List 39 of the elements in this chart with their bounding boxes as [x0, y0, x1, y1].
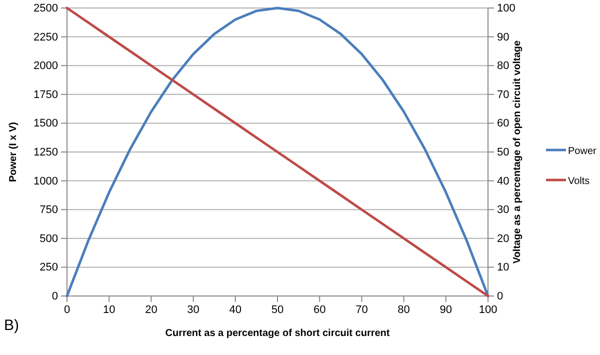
- y2-tick-label: 40: [497, 175, 510, 188]
- y2-tick-label: 0: [497, 290, 504, 303]
- x-tick-label: 0: [64, 304, 70, 316]
- y-tick-label: 2500: [34, 2, 58, 15]
- y-tick-label: 1000: [34, 175, 58, 188]
- x-tick-label: 10: [102, 304, 116, 316]
- x-tick-label: 100: [478, 304, 498, 316]
- y-tick-label: 750: [40, 204, 58, 216]
- x-tick-label: 50: [271, 304, 284, 316]
- y2-axis-title: Voltage as a percentage of open circuit voltage: [512, 40, 523, 264]
- y-tick-label: 2000: [34, 60, 58, 72]
- y-tick-label: 1250: [34, 146, 58, 159]
- y-axis-title: Power (I x V): [8, 122, 19, 182]
- y-tick-label: 1750: [34, 88, 58, 101]
- y-tick-label: 1500: [34, 118, 58, 130]
- y-tick-label: 250: [40, 262, 58, 274]
- x-tick-label: 20: [145, 304, 158, 316]
- y2-tick-label: 80: [497, 60, 510, 72]
- x-tick-label: 30: [187, 304, 200, 316]
- legend-label: Volts: [568, 176, 590, 187]
- y-tick-label: 2250: [34, 31, 58, 44]
- y2-tick-label: 60: [497, 118, 510, 130]
- y2-tick-label: 90: [497, 31, 510, 44]
- y-tick-label: 0: [52, 290, 58, 303]
- y2-tick-label: 30: [497, 204, 510, 216]
- y-tick-label: 500: [40, 232, 58, 245]
- y2-tick-label: 50: [497, 146, 510, 159]
- legend-label: Power: [568, 146, 598, 157]
- y2-tick-label: 20: [497, 232, 510, 245]
- x-tick-label: 60: [313, 304, 326, 316]
- x-tick-label: 80: [398, 304, 410, 316]
- y2-tick-label: 70: [497, 88, 510, 101]
- text: B): [4, 317, 20, 334]
- y2-tick-label: 100: [497, 2, 516, 15]
- x-tick-label: 40: [229, 304, 242, 316]
- x-tick-label: 90: [440, 304, 452, 316]
- x-axis-title: Current as a percentage of short circuit current: [165, 328, 390, 339]
- x-tick-label: 70: [356, 304, 368, 316]
- y2-tick-label: 10: [497, 262, 510, 274]
